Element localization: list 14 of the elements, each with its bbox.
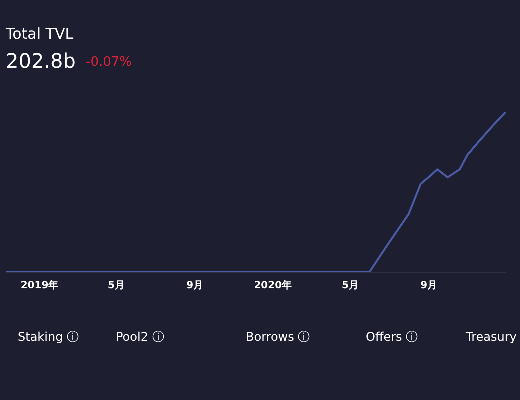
x-tick-label: 2020年 xyxy=(254,280,292,292)
text: -0.07% xyxy=(86,55,132,70)
x-tick-label: 2019年 xyxy=(20,280,59,292)
x-tick-label: 5月 xyxy=(108,280,125,292)
text: Borrows ⓘ xyxy=(246,330,310,344)
text: Staking ⓘ xyxy=(18,330,79,344)
text: Offers ⓘ xyxy=(366,330,418,344)
chart-title: Total TVL xyxy=(5,25,74,43)
x-tick-label: 9月 xyxy=(186,280,204,292)
text: Pool2 ⓘ xyxy=(116,330,164,344)
text: Treasury xyxy=(465,330,517,344)
x-tick-label: 5月 xyxy=(342,280,359,292)
chart-subtitle: 202.8b xyxy=(6,49,76,73)
x-tick-label: 9月 xyxy=(420,280,438,292)
